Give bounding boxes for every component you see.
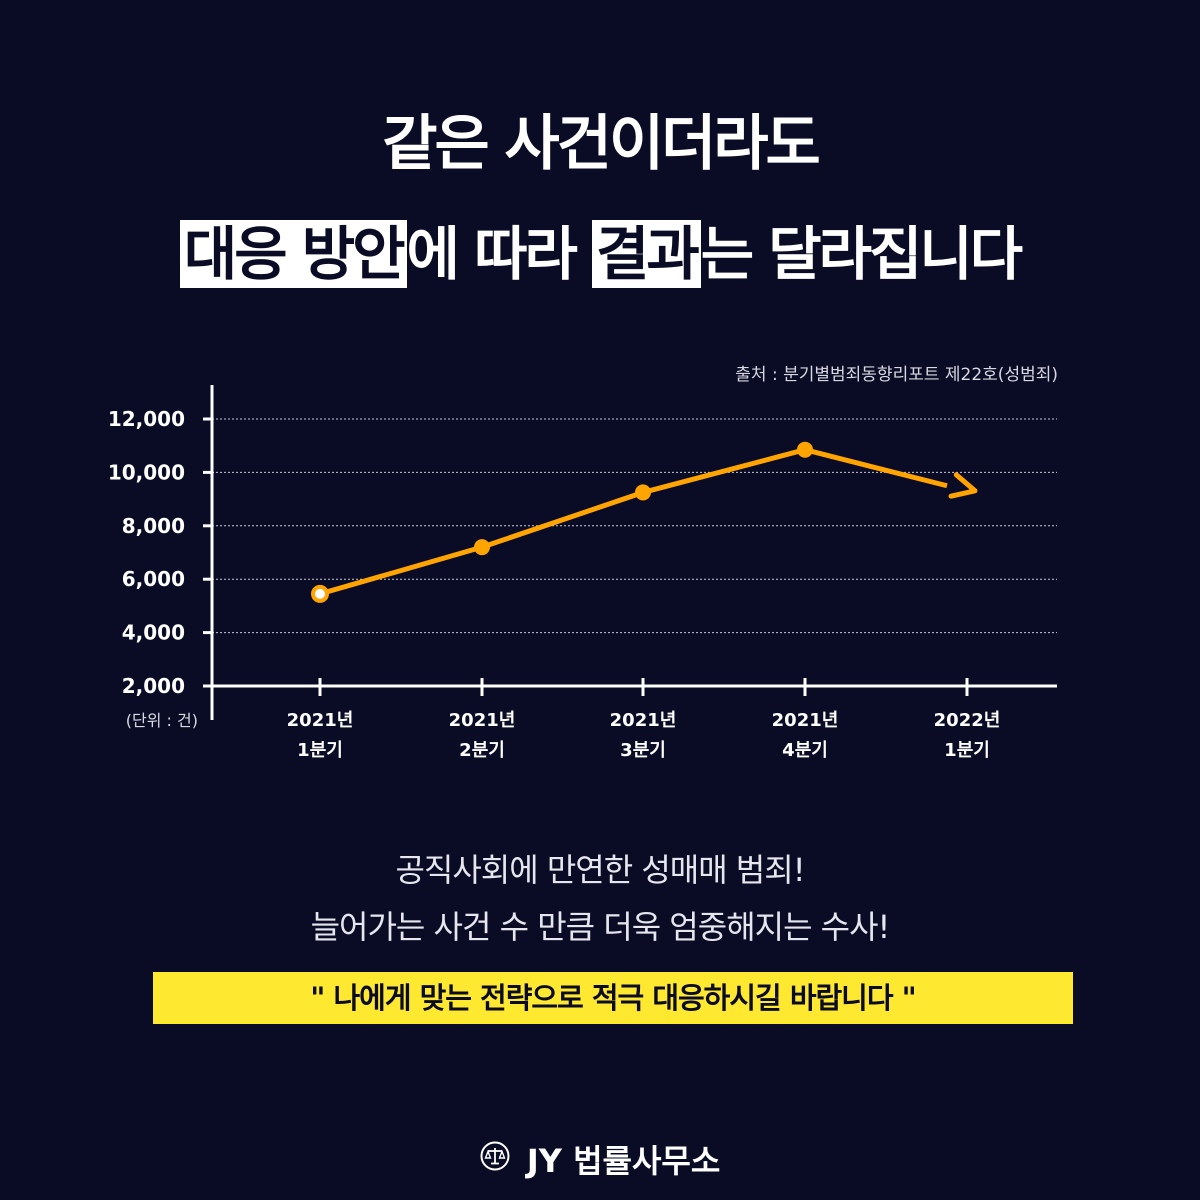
y-tick-label: 8,000: [122, 514, 185, 538]
line-chart: 12,000 10,000 8,000 6,000 4,000 2,000 (단위 : 건)…: [108, 385, 1057, 761]
y-tick-label: 2,000: [122, 674, 185, 698]
body-line-2: 늘어가는 사건 수 만큼 더욱 엄중해지는 수사!: [310, 908, 891, 946]
y-tick-label: 6,000: [122, 567, 185, 591]
headline-line-1: 같은 사건이더라도: [0, 104, 1200, 184]
y-tick-label: 4,000: [122, 621, 185, 645]
body-line-1: 공직사회에 만연한 성매매 범죄!: [395, 851, 805, 889]
x-tick-label: 3분기: [620, 740, 666, 761]
x-tick-label: 1분기: [944, 740, 990, 761]
chart-source: 출처 : 분기별범죄동향리포트 제22호(성범죄): [735, 365, 1058, 385]
y-tick-label: 10,000: [108, 460, 185, 484]
x-tick-label: 1분기: [297, 740, 343, 761]
data-point: [635, 484, 651, 501]
data-point: [311, 584, 329, 603]
x-tick-label: 2021년: [772, 710, 839, 731]
brand-name: JY 법률사무소: [526, 1142, 721, 1180]
headline-text-2b: 는 달라집니다: [700, 220, 1023, 288]
data-point: [474, 539, 490, 556]
x-tick-label: 2021년: [287, 710, 354, 731]
x-tick-label: 2분기: [459, 740, 505, 761]
series-arrowhead: [948, 472, 978, 499]
headline-line-2: 대응 방안에 따라 결과는 달라집니다: [0, 216, 1200, 292]
y-tick-label: 12,000: [108, 407, 185, 431]
headline-highlight-result: 결과: [592, 220, 701, 288]
x-tick-label: 2022년: [934, 710, 1001, 731]
footer-brand: JY 법률사무소: [0, 1136, 1200, 1182]
x-tick-label: 2021년: [610, 710, 677, 731]
unit-label: (단위 : 건): [126, 711, 198, 730]
headline-highlight-response: 대응 방안: [179, 220, 407, 288]
callout-banner: " 나에게 맞는 전략으로 적극 대응하시길 바랍니다 ": [153, 972, 1073, 1024]
series-line: [319, 447, 948, 597]
headline-text-1: 같은 사건이더라도: [382, 109, 820, 179]
x-tick-label: 4분기: [782, 740, 828, 761]
x-tick-label: 2021년: [449, 710, 516, 731]
scales-of-justice-icon: [480, 1141, 510, 1171]
data-point: [797, 441, 813, 458]
headline-text-2a: 에 따라: [406, 220, 592, 288]
